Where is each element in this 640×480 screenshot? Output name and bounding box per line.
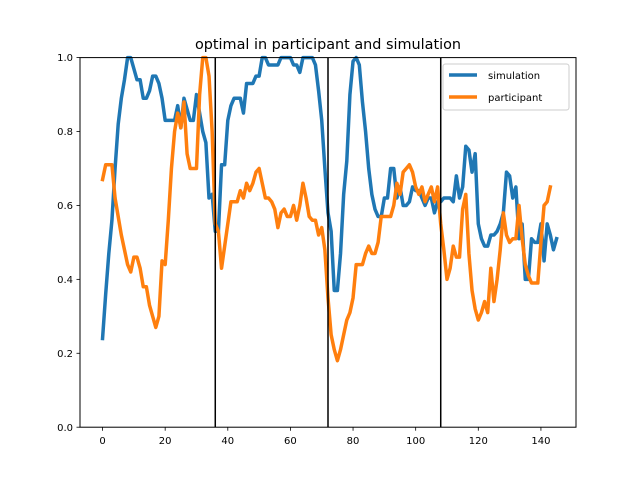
y-tick-label: 1.0	[57, 53, 73, 64]
y-tick-label: 0.8	[57, 127, 73, 138]
x-tick-label: 140	[531, 436, 550, 447]
plot-area	[100, 55, 559, 428]
x-tick-label: 100	[406, 436, 425, 447]
x-axis: 0 20 40 60 80 100 120 140	[99, 427, 550, 447]
y-tick-label: 0.4	[57, 275, 73, 286]
series-line-simulation	[100, 55, 559, 341]
axes-frame	[79, 57, 577, 428]
y-tick-label: 0.6	[57, 201, 73, 212]
x-tick-label: 60	[284, 436, 297, 447]
series-line-participant	[100, 55, 553, 363]
x-tick-label: 80	[347, 436, 360, 447]
y-tick-label: 0.0	[57, 423, 73, 434]
y-tick-label: 0.2	[57, 349, 73, 360]
x-tick-label: 40	[221, 436, 234, 447]
x-tick-label: 20	[159, 436, 172, 447]
legend-label: participant	[488, 93, 542, 104]
x-tick-label: 120	[469, 436, 488, 447]
legend-label: simulation	[488, 71, 540, 82]
y-axis: 0.0 0.2 0.4 0.6 0.8 1.0	[57, 53, 80, 434]
legend: simulation participant	[442, 63, 570, 111]
x-tick-label: 0	[99, 436, 105, 447]
chart-title: optimal in participant and simulation	[195, 37, 461, 53]
